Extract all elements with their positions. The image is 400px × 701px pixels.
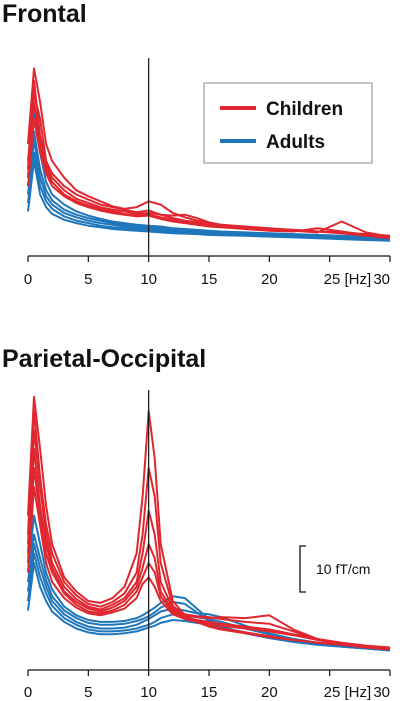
frontal-series-children-4: [27, 117, 391, 239]
parietal-occipital-x-tick-label-15: 15: [201, 684, 218, 701]
parietal-occipital-x-tick-label-25: 25 [Hz]: [324, 684, 372, 701]
parietal-occipital-series-children-5: [27, 486, 391, 650]
parietal-occipital-x-tick-label-30: 30: [373, 684, 390, 701]
scale-bar: 10 fT/cm: [299, 545, 370, 593]
scale-bar-bracket: [299, 545, 306, 593]
panel-parietal-occipital: Parietal-Occipital 0 5 10 15 20 25 [Hz] 30 10 …: [2, 345, 391, 701]
frontal-x-tick-label-30: 30: [373, 271, 390, 288]
legend-label-children: Children: [266, 99, 343, 120]
frontal-x-tick-label-10: 10: [140, 271, 157, 288]
frontal-x-tick-label-25: 25 [Hz]: [324, 271, 372, 288]
scale-bar-label: 10 fT/cm: [316, 561, 370, 577]
parietal-occipital-x-tick-label-10: 10: [140, 684, 157, 701]
legend: Children Adults: [203, 82, 373, 164]
parietal-occipital-x-tick-label-0: 0: [24, 684, 32, 701]
parietal-occipital-series-children-3: [27, 448, 391, 651]
parietal-occipital-series-children-2: [27, 429, 391, 650]
frontal-x-tick-label-15: 15: [201, 271, 218, 288]
parietal-occipital-series-children-1: [27, 410, 391, 650]
parietal-occipital-x-axis: 0 5 10 15 20 25 [Hz] 30: [24, 669, 391, 701]
parietal-occipital-series-adults-7: [27, 533, 391, 652]
frontal-x-axis: 0 5 10 15 20 25 [Hz] 30: [24, 255, 391, 288]
parietal-occipital-x-tick-label-20: 20: [261, 684, 278, 701]
legend-box: [203, 82, 373, 164]
parietal-occipital-series-group: [27, 395, 391, 652]
panel-frontal: Frontal 0 5 10 15 20 25 [Hz] 30 Children Adult…: [2, 0, 391, 288]
frontal-x-tick-label-0: 0: [24, 271, 32, 288]
frontal-x-tick-label-5: 5: [84, 271, 92, 288]
parietal-occipital-series-adults-9: [27, 552, 391, 651]
frontal-x-tick-label-20: 20: [261, 271, 278, 288]
panel-title-parietal-occipital: Parietal-Occipital: [2, 345, 206, 373]
frontal-series-adults-9: [27, 159, 391, 242]
legend-label-adults: Adults: [266, 132, 325, 153]
parietal-occipital-series-children-4: [27, 467, 391, 649]
frontal-series-group: [27, 67, 391, 242]
panel-title-frontal: Frontal: [2, 0, 87, 28]
parietal-occipital-x-tick-label-5: 5: [84, 684, 92, 701]
